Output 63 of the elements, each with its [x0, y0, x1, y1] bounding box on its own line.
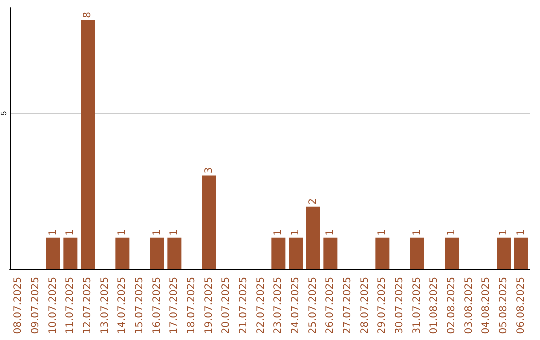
x-tick-label: 05.08.2025 — [498, 277, 510, 334]
bar — [168, 238, 182, 269]
x-tick-label: 25.07.2025 — [308, 277, 319, 334]
bar — [116, 238, 130, 269]
x-tick-label: 30.07.2025 — [394, 277, 406, 334]
x-tick-label: 19.07.2025 — [204, 277, 215, 334]
x-tick-label: 18.07.2025 — [186, 277, 198, 334]
x-tick-label: 12.07.2025 — [82, 277, 94, 334]
x-tick-label: 11.07.2025 — [65, 277, 76, 334]
bar — [306, 206, 320, 269]
data-label: 1 — [152, 230, 163, 236]
bar — [445, 238, 459, 269]
bar — [150, 238, 164, 269]
x-tick-label: 29.07.2025 — [377, 277, 388, 334]
data-label: 1 — [117, 230, 128, 236]
data-label: 1 — [273, 230, 284, 236]
x-tick-label: 01.08.2025 — [429, 277, 440, 334]
bar — [289, 238, 303, 269]
bar — [514, 238, 528, 269]
x-tick-label: 03.08.2025 — [464, 277, 475, 334]
x-tick-label: 21.07.2025 — [238, 277, 250, 334]
x-tick-label: 20.07.2025 — [221, 277, 232, 334]
data-label: 1 — [65, 230, 76, 236]
x-tick-label: 10.07.2025 — [48, 277, 59, 334]
data-label: 1 — [412, 230, 423, 236]
data-label: 8 — [82, 12, 94, 18]
data-label: 1 — [290, 230, 302, 236]
bar — [324, 238, 338, 269]
bar — [497, 238, 511, 269]
data-label: 1 — [516, 230, 527, 236]
x-tick-label: 02.08.2025 — [446, 277, 458, 334]
y-tick-label: 5 — [0, 110, 8, 116]
x-tick-label: 09.07.2025 — [30, 277, 42, 334]
data-label: 1 — [446, 230, 458, 236]
x-tick-label: 26.07.2025 — [325, 277, 336, 334]
x-tick-label: 08.07.2025 — [13, 277, 24, 334]
bar — [410, 238, 424, 269]
bar — [64, 238, 78, 269]
data-label: 1 — [325, 230, 336, 236]
data-label: 1 — [498, 230, 510, 236]
x-tick-label: 24.07.2025 — [290, 277, 302, 334]
x-tick-label: 22.07.2025 — [256, 277, 267, 334]
x-tick-label: 15.07.2025 — [134, 277, 146, 334]
x-tick-label: 14.07.2025 — [117, 277, 128, 334]
bar — [202, 176, 216, 269]
data-label: 1 — [48, 230, 59, 236]
bar — [376, 238, 390, 269]
x-tick-label: 28.07.2025 — [360, 277, 371, 334]
x-tick-label: 31.07.2025 — [412, 277, 423, 334]
x-tick-label: 17.07.2025 — [169, 277, 180, 334]
data-label: 3 — [204, 167, 215, 174]
bar — [81, 20, 95, 269]
bar — [46, 238, 60, 269]
x-tick-label: 27.07.2025 — [342, 277, 354, 334]
x-tick-label: 16.07.2025 — [152, 277, 163, 334]
data-label: 1 — [169, 230, 180, 236]
data-label: 2 — [308, 198, 319, 205]
x-tick-label: 23.07.2025 — [273, 277, 284, 334]
x-tick-label: 13.07.2025 — [100, 277, 111, 334]
bar — [272, 238, 286, 269]
x-tick-label: 04.08.2025 — [481, 277, 492, 334]
x-tick-label: 06.08.2025 — [516, 277, 527, 334]
data-label: 1 — [377, 230, 388, 236]
